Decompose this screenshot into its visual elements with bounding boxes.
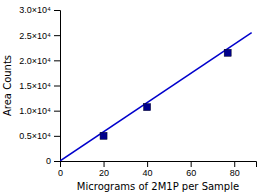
tick-label: 60 bbox=[186, 168, 196, 178]
data-point bbox=[224, 49, 231, 56]
tick-mark bbox=[54, 10, 60, 11]
tick-mark bbox=[191, 161, 192, 167]
data-point bbox=[144, 104, 151, 111]
tick-mark bbox=[54, 161, 60, 162]
tick-label: 80 bbox=[230, 168, 240, 178]
x-axis-title: Micrograms of 2M1P per Sample bbox=[77, 181, 239, 192]
axis-line bbox=[61, 162, 257, 168]
tick: 0.5×10⁴ bbox=[19, 131, 60, 141]
tick-mark bbox=[54, 111, 60, 112]
data-point bbox=[100, 132, 107, 139]
tick: 2.0×10⁴ bbox=[19, 56, 60, 66]
tick: 80 bbox=[230, 161, 240, 178]
tick-mark bbox=[54, 136, 60, 137]
tick: 60 bbox=[186, 161, 196, 178]
tick-label: 40 bbox=[143, 168, 153, 178]
tick: 0 bbox=[58, 161, 63, 178]
x-axis: 0 20 40 60 80 bbox=[58, 161, 257, 178]
tick-label: 2.0×10⁴ bbox=[19, 56, 51, 66]
tick-label: 0.5×10⁴ bbox=[19, 131, 51, 141]
tick-label: 1.0×10⁴ bbox=[19, 106, 51, 116]
tick-mark bbox=[54, 86, 60, 87]
tick-mark bbox=[104, 161, 105, 167]
tick: 1.0×10⁴ bbox=[19, 106, 60, 116]
tick: 2.5×10⁴ bbox=[19, 31, 60, 41]
plot-area: 0 20 40 60 80 0 0.5×10⁴ 1.0×10⁴ 1.5×10⁴ 2.0×10⁴ 2.… bbox=[19, 5, 256, 178]
tick-mark bbox=[234, 161, 235, 167]
tick-mark bbox=[54, 35, 60, 36]
tick-label: 1.5×10⁴ bbox=[19, 81, 51, 91]
tick-label: 2.5×10⁴ bbox=[19, 31, 51, 41]
axis-line bbox=[54, 11, 61, 162]
fit-line bbox=[60, 33, 252, 161]
tick-label: 0 bbox=[46, 156, 51, 166]
y-axis: 0 0.5×10⁴ 1.0×10⁴ 1.5×10⁴ 2.0×10⁴ 2.5×10⁴ 3.0×… bbox=[19, 5, 60, 166]
tick: 1.5×10⁴ bbox=[19, 81, 60, 91]
chart: 0 20 40 60 80 0 0.5×10⁴ 1.0×10⁴ 1.5×10⁴ 2.0×10⁴ 2.… bbox=[0, 0, 270, 195]
tick-label: 0 bbox=[58, 168, 63, 178]
tick-mark bbox=[147, 161, 148, 167]
tick-label: 3.0×10⁴ bbox=[19, 5, 51, 15]
marks bbox=[60, 33, 252, 161]
tick-label: 20 bbox=[99, 168, 109, 178]
tick-mark bbox=[54, 60, 60, 61]
y-axis-title: Area Counts bbox=[2, 55, 13, 116]
tick: 20 bbox=[99, 161, 109, 178]
tick: 3.0×10⁴ bbox=[19, 5, 60, 15]
tick: 40 bbox=[143, 161, 153, 178]
tick: 0 bbox=[46, 156, 60, 166]
